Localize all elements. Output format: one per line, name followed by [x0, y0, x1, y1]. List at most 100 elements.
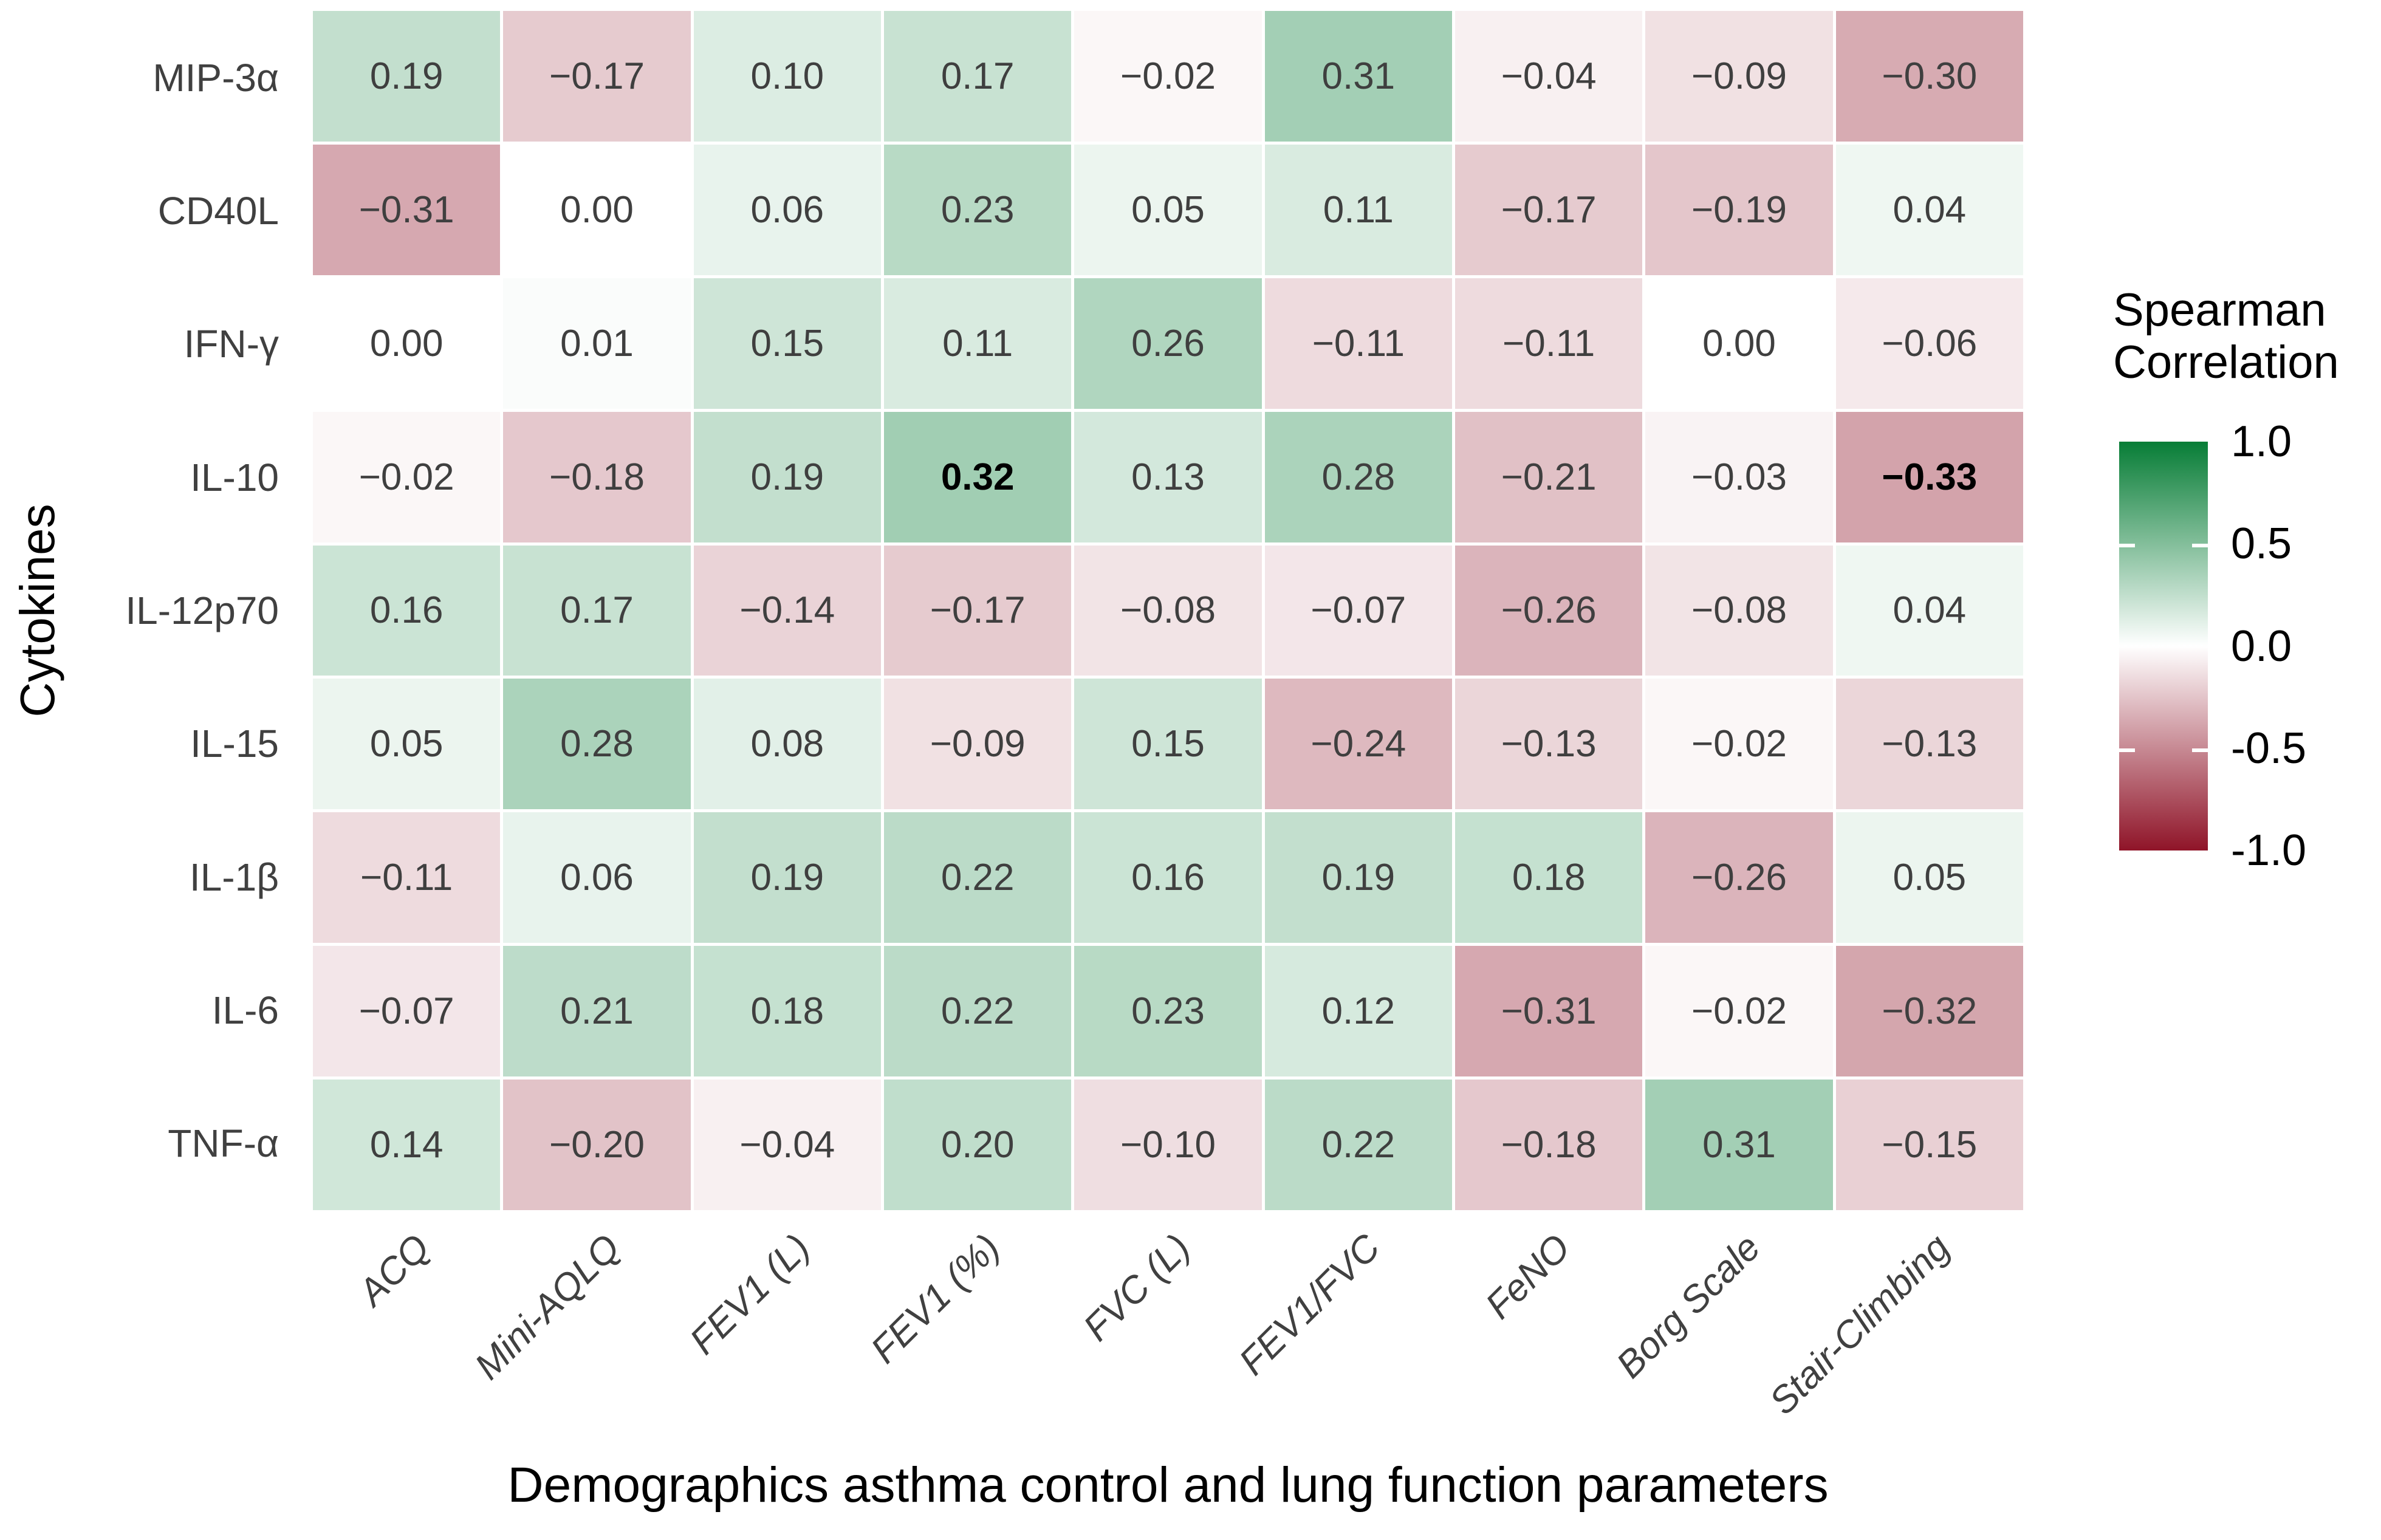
heatmap-cell: 0.28: [1264, 411, 1452, 542]
cell-value: −0.07: [358, 990, 454, 1033]
legend-tick-label: 0.0: [2231, 621, 2292, 671]
column-label: ACQ: [351, 1226, 438, 1314]
row-label: MIP-3α: [152, 55, 279, 100]
cell-value: −0.26: [1501, 589, 1597, 632]
heatmap-cell: 0.05: [1835, 812, 2023, 943]
heatmap-cell: 0.20: [884, 1080, 1072, 1210]
heatmap-cell: 0.10: [693, 11, 881, 142]
cell-value: 0.05: [1893, 857, 1967, 899]
heatmap-cell: 0.22: [884, 812, 1072, 943]
heatmap-cell: 0.14: [313, 1080, 501, 1210]
heatmap-cell: 0.21: [503, 946, 691, 1077]
heatmap-cell: −0.21: [1455, 411, 1643, 542]
cell-value: −0.17: [549, 55, 645, 97]
legend-tick-label: -0.5: [2231, 724, 2307, 773]
heatmap-cell: −0.19: [1645, 144, 1833, 275]
cell-value: 0.13: [1131, 456, 1205, 498]
row-label: IL-10: [190, 455, 279, 499]
heatmap-cell: −0.32: [1835, 946, 2023, 1077]
cell-value: −0.09: [930, 723, 1026, 765]
cell-value: 0.16: [369, 589, 444, 632]
cell-value: −0.14: [739, 589, 835, 632]
cell-value: −0.26: [1691, 857, 1787, 899]
cell-value: −0.19: [1691, 188, 1787, 231]
column-label-slot: Mini-AQLQ: [467, 1210, 693, 1465]
heatmap-cell: 0.05: [1074, 144, 1262, 275]
heatmap-cell: 0.12: [1264, 946, 1452, 1077]
heatmap-cell: 0.18: [693, 946, 881, 1077]
cell-value: −0.18: [549, 456, 645, 498]
cell-value: 0.19: [369, 55, 444, 97]
heatmap-cell: 0.32: [884, 411, 1072, 542]
column-label-slot: FEV1 (%): [863, 1210, 1073, 1465]
cell-value: 0.06: [750, 188, 824, 231]
cell-value: 0.00: [369, 322, 444, 364]
column-label-slot: ACQ: [313, 1210, 503, 1465]
cell-value: −0.21: [1501, 456, 1597, 498]
heatmap-cell: 0.31: [1645, 1080, 1833, 1210]
cell-value: 0.08: [750, 723, 824, 765]
heatmap-cell: 0.04: [1835, 545, 2023, 676]
cell-value: 0.17: [940, 55, 1015, 97]
cell-value: 0.22: [1321, 1124, 1396, 1166]
heatmap-cell: −0.03: [1645, 411, 1833, 542]
row-label: IL-6: [211, 988, 279, 1032]
heatmap-cell: −0.31: [313, 144, 501, 275]
heatmap-cell: −0.26: [1645, 812, 1833, 943]
heatmap-cell: −0.09: [1645, 11, 1833, 142]
row-label: IL-12p70: [125, 588, 279, 632]
cell-value: −0.32: [1882, 990, 1978, 1033]
cell-value: −0.24: [1310, 723, 1406, 765]
heatmap-cell: 0.19: [1264, 812, 1452, 943]
cell-value: 0.16: [1131, 857, 1205, 899]
colorbar-tick-notch: [2192, 544, 2208, 548]
cell-value: −0.11: [1502, 322, 1595, 364]
heatmap-cell: −0.06: [1835, 278, 2023, 409]
cell-value: 0.00: [560, 188, 634, 231]
heatmap-cell: −0.10: [1074, 1080, 1262, 1210]
heatmap-cell: −0.02: [1645, 946, 1833, 1077]
cell-value: 0.19: [750, 456, 824, 498]
legend-tick-labels: 1.0 0.5 0.0 -0.5 -1.0: [2231, 417, 2377, 875]
cell-value: 0.04: [1893, 188, 1967, 231]
row-label: CD40L: [157, 188, 279, 233]
heatmap-cell: −0.30: [1835, 11, 2023, 142]
cell-value: −0.11: [360, 857, 453, 899]
heatmap-cell: −0.24: [1264, 679, 1452, 810]
heatmap-cell: −0.02: [313, 411, 501, 542]
heatmap-cell: 0.05: [313, 679, 501, 810]
heatmap-cell: −0.07: [1264, 545, 1452, 676]
heatmap-cell: −0.08: [1645, 545, 1833, 676]
cell-value: 0.11: [1323, 188, 1394, 231]
heatmap-cell: −0.15: [1835, 1080, 2023, 1210]
cell-value: 0.00: [1702, 322, 1776, 364]
heatmap-cell: 0.00: [503, 144, 691, 275]
y-axis-title: Cytokines: [10, 504, 64, 717]
heatmap-cell: 0.00: [313, 278, 501, 409]
cell-value: 0.10: [750, 55, 824, 97]
column-label-slot: FVC (L): [1073, 1210, 1263, 1465]
cell-value: 0.04: [1893, 589, 1967, 632]
column-label-slot: Borg Scale: [1608, 1210, 1833, 1465]
cell-value: 0.11: [942, 322, 1013, 364]
heatmap-cell: −0.02: [1645, 679, 1833, 810]
heatmap-cell: −0.11: [1264, 278, 1452, 409]
heatmap-cell: −0.13: [1455, 679, 1643, 810]
cell-value: 0.22: [940, 990, 1015, 1033]
heatmap-cell: 0.19: [693, 411, 881, 542]
cell-value: 0.19: [750, 857, 824, 899]
cell-value: −0.11: [1312, 322, 1405, 364]
column-label-slot: FeNO: [1453, 1210, 1643, 1465]
cell-value: −0.09: [1691, 55, 1787, 97]
cell-value: −0.06: [1882, 322, 1978, 364]
heatmap-cell: 0.22: [884, 946, 1072, 1077]
y-axis-tick-labels: MIP-3α CD40L IFN-γ IL-10 IL-12p70 IL-15 IL-1β I…: [0, 11, 296, 1210]
heatmap-grid: 0.19 −0.17 0.10 0.17 −0.02 0.31 −0.04 −0.09 −0.3…: [313, 11, 2023, 1210]
legend-tick-label: 0.5: [2231, 519, 2292, 569]
column-label: FVC (L): [1075, 1226, 1198, 1349]
cell-value: 0.26: [1131, 322, 1205, 364]
cell-value: −0.03: [1691, 456, 1787, 498]
heatmap-cell: −0.07: [313, 946, 501, 1077]
cell-value: −0.04: [739, 1124, 835, 1166]
heatmap-cell: −0.17: [884, 545, 1072, 676]
